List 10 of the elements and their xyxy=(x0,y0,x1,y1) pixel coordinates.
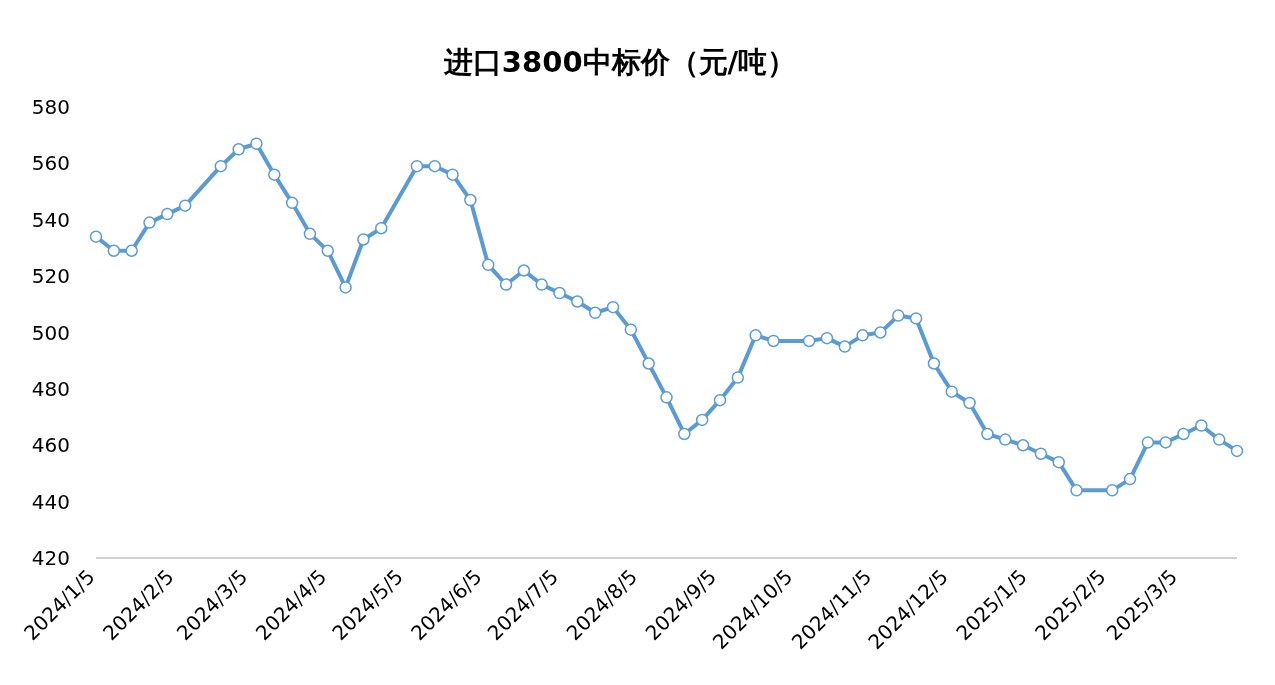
y-tick-label: 560 xyxy=(31,151,70,176)
y-tick-label: 580 xyxy=(31,95,70,119)
y-tick-label: 440 xyxy=(31,489,70,514)
chart-title: 进口3800中标价（元/吨） xyxy=(442,45,797,79)
y-tick-label: 420 xyxy=(31,546,70,570)
y-tick-label: 540 xyxy=(31,207,70,232)
y-tick-label: 520 xyxy=(31,264,70,289)
y-tick-label: 460 xyxy=(31,433,70,458)
y-tick-label: 500 xyxy=(31,320,70,345)
y-tick-label: 480 xyxy=(31,376,70,401)
